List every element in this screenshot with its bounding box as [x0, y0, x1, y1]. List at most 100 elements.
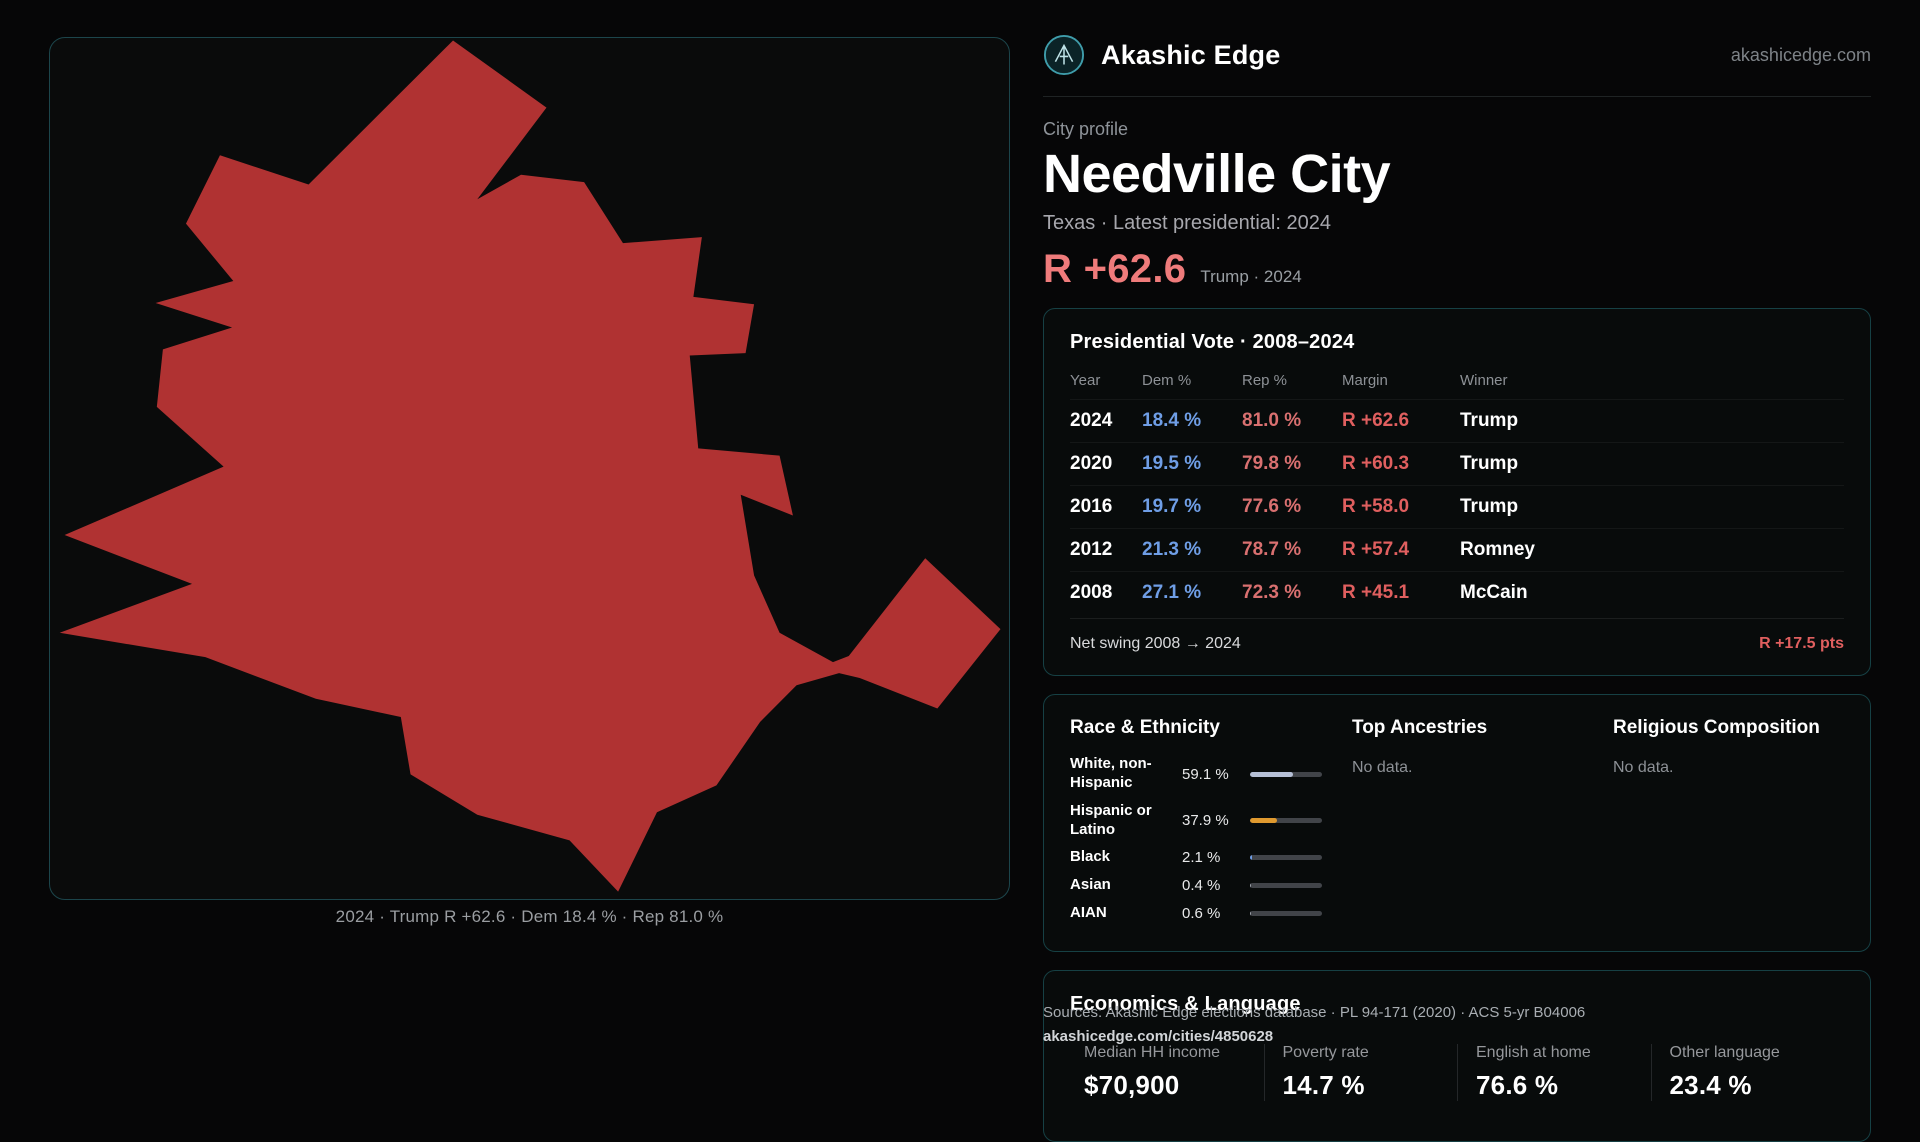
brand-domain[interactable]: akashicedge.com [1731, 45, 1871, 66]
page-kicker: City profile [1043, 119, 1871, 140]
rep-cell: 79.8 % [1242, 453, 1342, 475]
race-label: AIAN [1070, 904, 1182, 923]
race-bar-fill [1250, 818, 1277, 823]
race-row-aian: AIAN 0.6 % [1070, 904, 1322, 923]
rep-cell: 77.6 % [1242, 496, 1342, 518]
city-boundary-shape [60, 40, 1001, 891]
dem-cell: 19.5 % [1142, 453, 1242, 475]
race-value: 37.9 % [1182, 812, 1250, 829]
dem-cell: 19.7 % [1142, 496, 1242, 518]
race-row-hispanic: Hispanic or Latino 37.9 % [1070, 802, 1322, 840]
economics-card: Economics & Language Median HH income $7… [1043, 970, 1871, 1142]
demographics-card: Race & Ethnicity White, non-Hispanic 59.… [1043, 694, 1871, 951]
map-caption: 2024 · Trump R +62.6 · Dem 18.4 % · Rep … [49, 907, 1010, 927]
headline-margin-label: Trump · 2024 [1200, 267, 1301, 287]
headline-margin-value: R +62.6 [1043, 247, 1186, 292]
stat-label: Poverty rate [1283, 1044, 1458, 1062]
vote-row-2008: 2008 27.1 % 72.3 % R +45.1 McCain [1070, 571, 1844, 614]
net-swing-label: Net swing 2008 → 2024 [1070, 635, 1241, 653]
year-cell: 2008 [1070, 582, 1142, 604]
vote-table-header: Year Dem % Rep % Margin Winner [1070, 366, 1844, 399]
brand-name: Akashic Edge [1101, 40, 1280, 71]
page-title: Needville City [1043, 144, 1871, 204]
top-ancestries-title: Top Ancestries [1352, 717, 1583, 739]
year-cell: 2020 [1070, 453, 1142, 475]
race-ethnicity-column: Race & Ethnicity White, non-Hispanic 59.… [1070, 717, 1322, 922]
stat-value: $70,900 [1084, 1070, 1264, 1101]
race-value: 2.1 % [1182, 849, 1250, 866]
year-cell: 2016 [1070, 496, 1142, 518]
net-swing-row: Net swing 2008 → 2024 R +17.5 pts [1070, 618, 1844, 653]
race-label: Black [1070, 848, 1182, 867]
race-row-black: Black 2.1 % [1070, 848, 1322, 867]
rep-cell: 72.3 % [1242, 582, 1342, 604]
stat-label: English at home [1476, 1044, 1651, 1062]
ancestries-no-data: No data. [1352, 759, 1583, 777]
margin-cell: R +57.4 [1342, 539, 1460, 561]
presidential-vote-card: Presidential Vote · 2008–2024 Year Dem %… [1043, 308, 1871, 676]
rep-cell: 81.0 % [1242, 410, 1342, 432]
page-subtitle: Texas · Latest presidential: 2024 [1043, 212, 1871, 235]
race-label: White, non-Hispanic [1070, 755, 1182, 793]
vote-card-title: Presidential Vote · 2008–2024 [1070, 331, 1844, 354]
economics-stats: Median HH income $70,900 Poverty rate 14… [1070, 1044, 1844, 1101]
winner-cell: Trump [1460, 453, 1844, 475]
winner-cell: Trump [1460, 410, 1844, 432]
year-cell: 2024 [1070, 410, 1142, 432]
race-bar [1250, 772, 1322, 777]
permalink[interactable]: akashicedge.com/cities/4850628 [1043, 1028, 1585, 1045]
vote-row-2016: 2016 19.7 % 77.6 % R +58.0 Trump [1070, 485, 1844, 528]
net-swing-value: R +17.5 pts [1759, 635, 1844, 653]
col-margin: Margin [1342, 372, 1460, 389]
page-footer: Sources: Akashic Edge elections database… [1043, 1004, 1585, 1045]
dem-cell: 27.1 % [1142, 582, 1242, 604]
stat-median-income: Median HH income $70,900 [1070, 1044, 1264, 1101]
race-row-asian: Asian 0.4 % [1070, 876, 1322, 895]
race-bar [1250, 883, 1322, 888]
religious-composition-column: Religious Composition No data. [1613, 717, 1844, 922]
margin-cell: R +45.1 [1342, 582, 1460, 604]
margin-cell: R +60.3 [1342, 453, 1460, 475]
site-header: Akashic Edge akashicedge.com [1043, 34, 1871, 97]
vote-row-2020: 2020 19.5 % 79.8 % R +60.3 Trump [1070, 442, 1844, 485]
profile-section: Akashic Edge akashicedge.com City profil… [1043, 34, 1871, 1142]
stat-label: Median HH income [1084, 1044, 1264, 1062]
col-dem: Dem % [1142, 372, 1242, 389]
sources-line: Sources: Akashic Edge elections database… [1043, 1004, 1585, 1021]
race-bar-fill [1250, 855, 1252, 860]
race-value: 59.1 % [1182, 766, 1250, 783]
dem-cell: 21.3 % [1142, 539, 1242, 561]
race-label: Asian [1070, 876, 1182, 895]
akashic-edge-logo-icon [1043, 34, 1085, 76]
vote-row-2012: 2012 21.3 % 78.7 % R +57.4 Romney [1070, 528, 1844, 571]
race-value: 0.6 % [1182, 905, 1250, 922]
stat-other-language: Other language 23.4 % [1651, 1044, 1845, 1101]
race-bar [1250, 855, 1322, 860]
stat-value: 23.4 % [1670, 1070, 1845, 1101]
race-row-white: White, non-Hispanic 59.1 % [1070, 755, 1322, 793]
brand: Akashic Edge [1043, 34, 1280, 76]
race-rows: White, non-Hispanic 59.1 % Hispanic or L… [1070, 755, 1322, 922]
religious-composition-title: Religious Composition [1613, 717, 1844, 739]
col-year: Year [1070, 372, 1142, 389]
rep-cell: 78.7 % [1242, 539, 1342, 561]
city-boundary-map [50, 38, 1009, 899]
stat-value: 14.7 % [1283, 1070, 1458, 1101]
race-value: 0.4 % [1182, 877, 1250, 894]
winner-cell: Romney [1460, 539, 1844, 561]
margin-cell: R +58.0 [1342, 496, 1460, 518]
stat-label: Other language [1670, 1044, 1845, 1062]
vote-row-2024: 2024 18.4 % 81.0 % R +62.6 Trump [1070, 399, 1844, 442]
dem-cell: 18.4 % [1142, 410, 1242, 432]
race-ethnicity-title: Race & Ethnicity [1070, 717, 1322, 739]
top-ancestries-column: Top Ancestries No data. [1352, 717, 1583, 922]
col-winner: Winner [1460, 372, 1844, 389]
race-bar [1250, 818, 1322, 823]
winner-cell: Trump [1460, 496, 1844, 518]
stat-value: 76.6 % [1476, 1070, 1651, 1101]
race-bar [1250, 911, 1322, 916]
race-label: Hispanic or Latino [1070, 802, 1182, 840]
year-cell: 2012 [1070, 539, 1142, 561]
stat-poverty-rate: Poverty rate 14.7 % [1264, 1044, 1458, 1101]
race-bar-fill [1250, 772, 1293, 777]
